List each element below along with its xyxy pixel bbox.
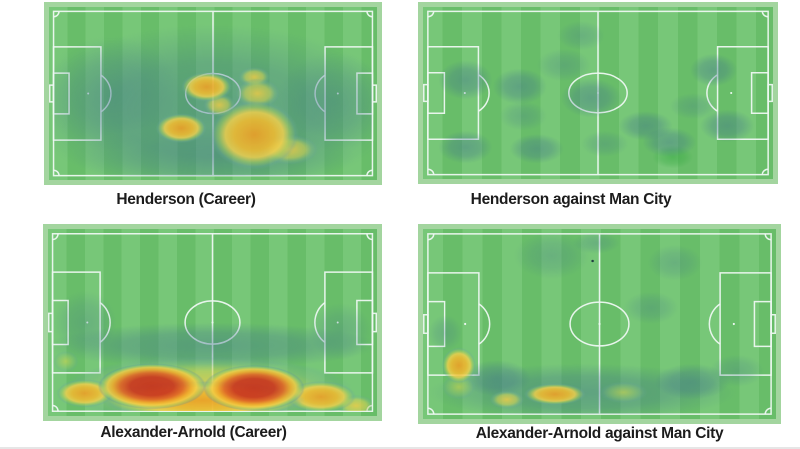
heatmap-overlay-henderson-man-city — [427, 11, 769, 175]
goal-left — [424, 315, 428, 334]
goal-left — [49, 313, 53, 331]
pitch-henderson-man-city — [418, 2, 778, 184]
heatmap-panel-alexander-arnold-man-city: Alexander-Arnold against Man City — [418, 224, 781, 443]
panel-caption: Henderson (Career) — [116, 191, 256, 208]
heatmap-panel-henderson-man-city: Henderson against Man City — [418, 2, 778, 209]
goal-right — [372, 85, 376, 102]
page-bottom-divider — [0, 447, 800, 449]
panel-caption: Alexander-Arnold against Man City — [475, 425, 724, 442]
heatmap-overlay-henderson-career — [53, 11, 373, 176]
heatmap-panel-alexander-arnold-career: Alexander-Arnold (Career) — [43, 224, 382, 442]
goal-right — [771, 315, 775, 334]
goal-right — [372, 313, 376, 331]
heatmap-panel-henderson-career: Henderson (Career) — [44, 2, 382, 209]
pitch-henderson-career — [44, 2, 382, 185]
goal-left — [50, 85, 54, 102]
panel-caption: Alexander-Arnold (Career) — [100, 424, 287, 441]
goal-left — [424, 85, 428, 102]
panel-caption: Henderson against Man City — [470, 191, 672, 208]
pitch-alexander-arnold-career — [43, 224, 382, 421]
goal-right — [768, 85, 772, 102]
heatmap-overlay-alexander-arnold-man-city — [427, 233, 772, 415]
pitch-alexander-arnold-man-city — [418, 224, 781, 424]
heatmap-overlay-alexander-arnold-career — [52, 233, 373, 412]
